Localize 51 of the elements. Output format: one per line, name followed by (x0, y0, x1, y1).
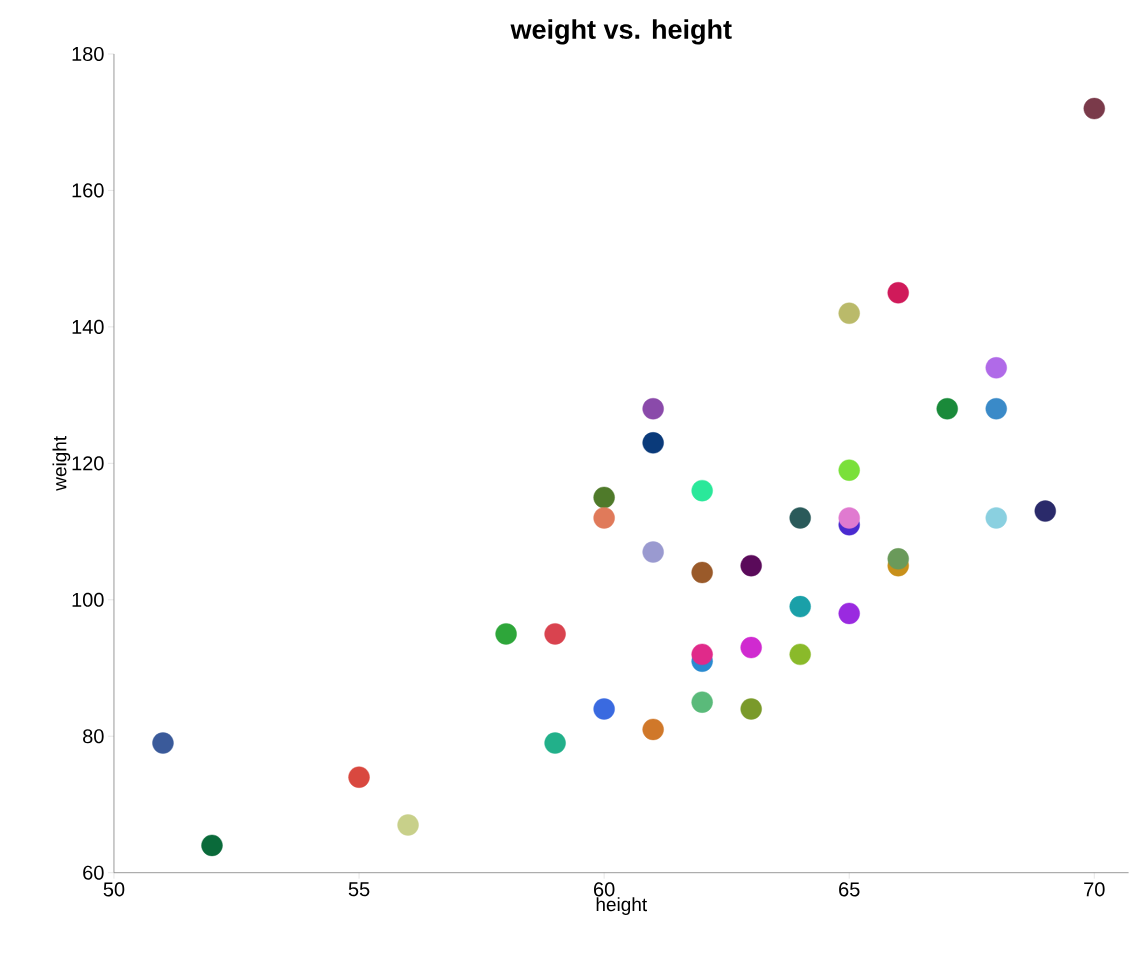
y-tick-label: 120 (72, 456, 104, 471)
point (691, 691, 713, 713)
point (201, 834, 223, 857)
point (544, 732, 566, 754)
point (642, 541, 664, 563)
point (985, 398, 1007, 420)
point (985, 357, 1007, 379)
point (936, 398, 958, 420)
point (838, 602, 860, 625)
point (887, 548, 909, 570)
point (691, 480, 713, 502)
point (740, 555, 762, 577)
point (789, 507, 811, 529)
point (1083, 98, 1105, 120)
point (593, 698, 615, 720)
point (691, 643, 713, 666)
point (642, 718, 664, 741)
point (397, 814, 419, 836)
point (495, 623, 517, 645)
point (789, 643, 811, 666)
point (691, 561, 713, 584)
x-tick-label: 70 (1084, 882, 1105, 897)
point (740, 698, 762, 720)
point (838, 507, 860, 529)
x-axis-title: height (596, 897, 648, 916)
point (1034, 500, 1056, 522)
x-tick-label: 60 (594, 882, 615, 897)
point (348, 766, 370, 789)
point (544, 623, 566, 645)
x-tick-label: 65 (839, 882, 860, 897)
y-axis-title: weight (52, 436, 71, 491)
point (642, 398, 664, 420)
point (642, 432, 664, 454)
y-tick-label: 180 (72, 47, 104, 62)
x-tick-label: 55 (348, 882, 370, 897)
point (789, 596, 811, 618)
point (887, 282, 909, 304)
point (593, 486, 615, 509)
point (593, 507, 615, 529)
point (152, 732, 174, 754)
x-tick-label: 50 (103, 882, 125, 897)
y-tick-label: 100 (72, 592, 104, 608)
point (740, 637, 762, 659)
y-tick-label: 160 (72, 183, 104, 198)
y-tick-label: 80 (83, 729, 104, 744)
point (985, 507, 1007, 529)
y-tick-label: 60 (83, 865, 104, 880)
point (838, 302, 860, 325)
y-tick-label: 140 (72, 319, 104, 335)
chart-title: weight vs. height (510, 19, 732, 45)
point (838, 459, 860, 482)
